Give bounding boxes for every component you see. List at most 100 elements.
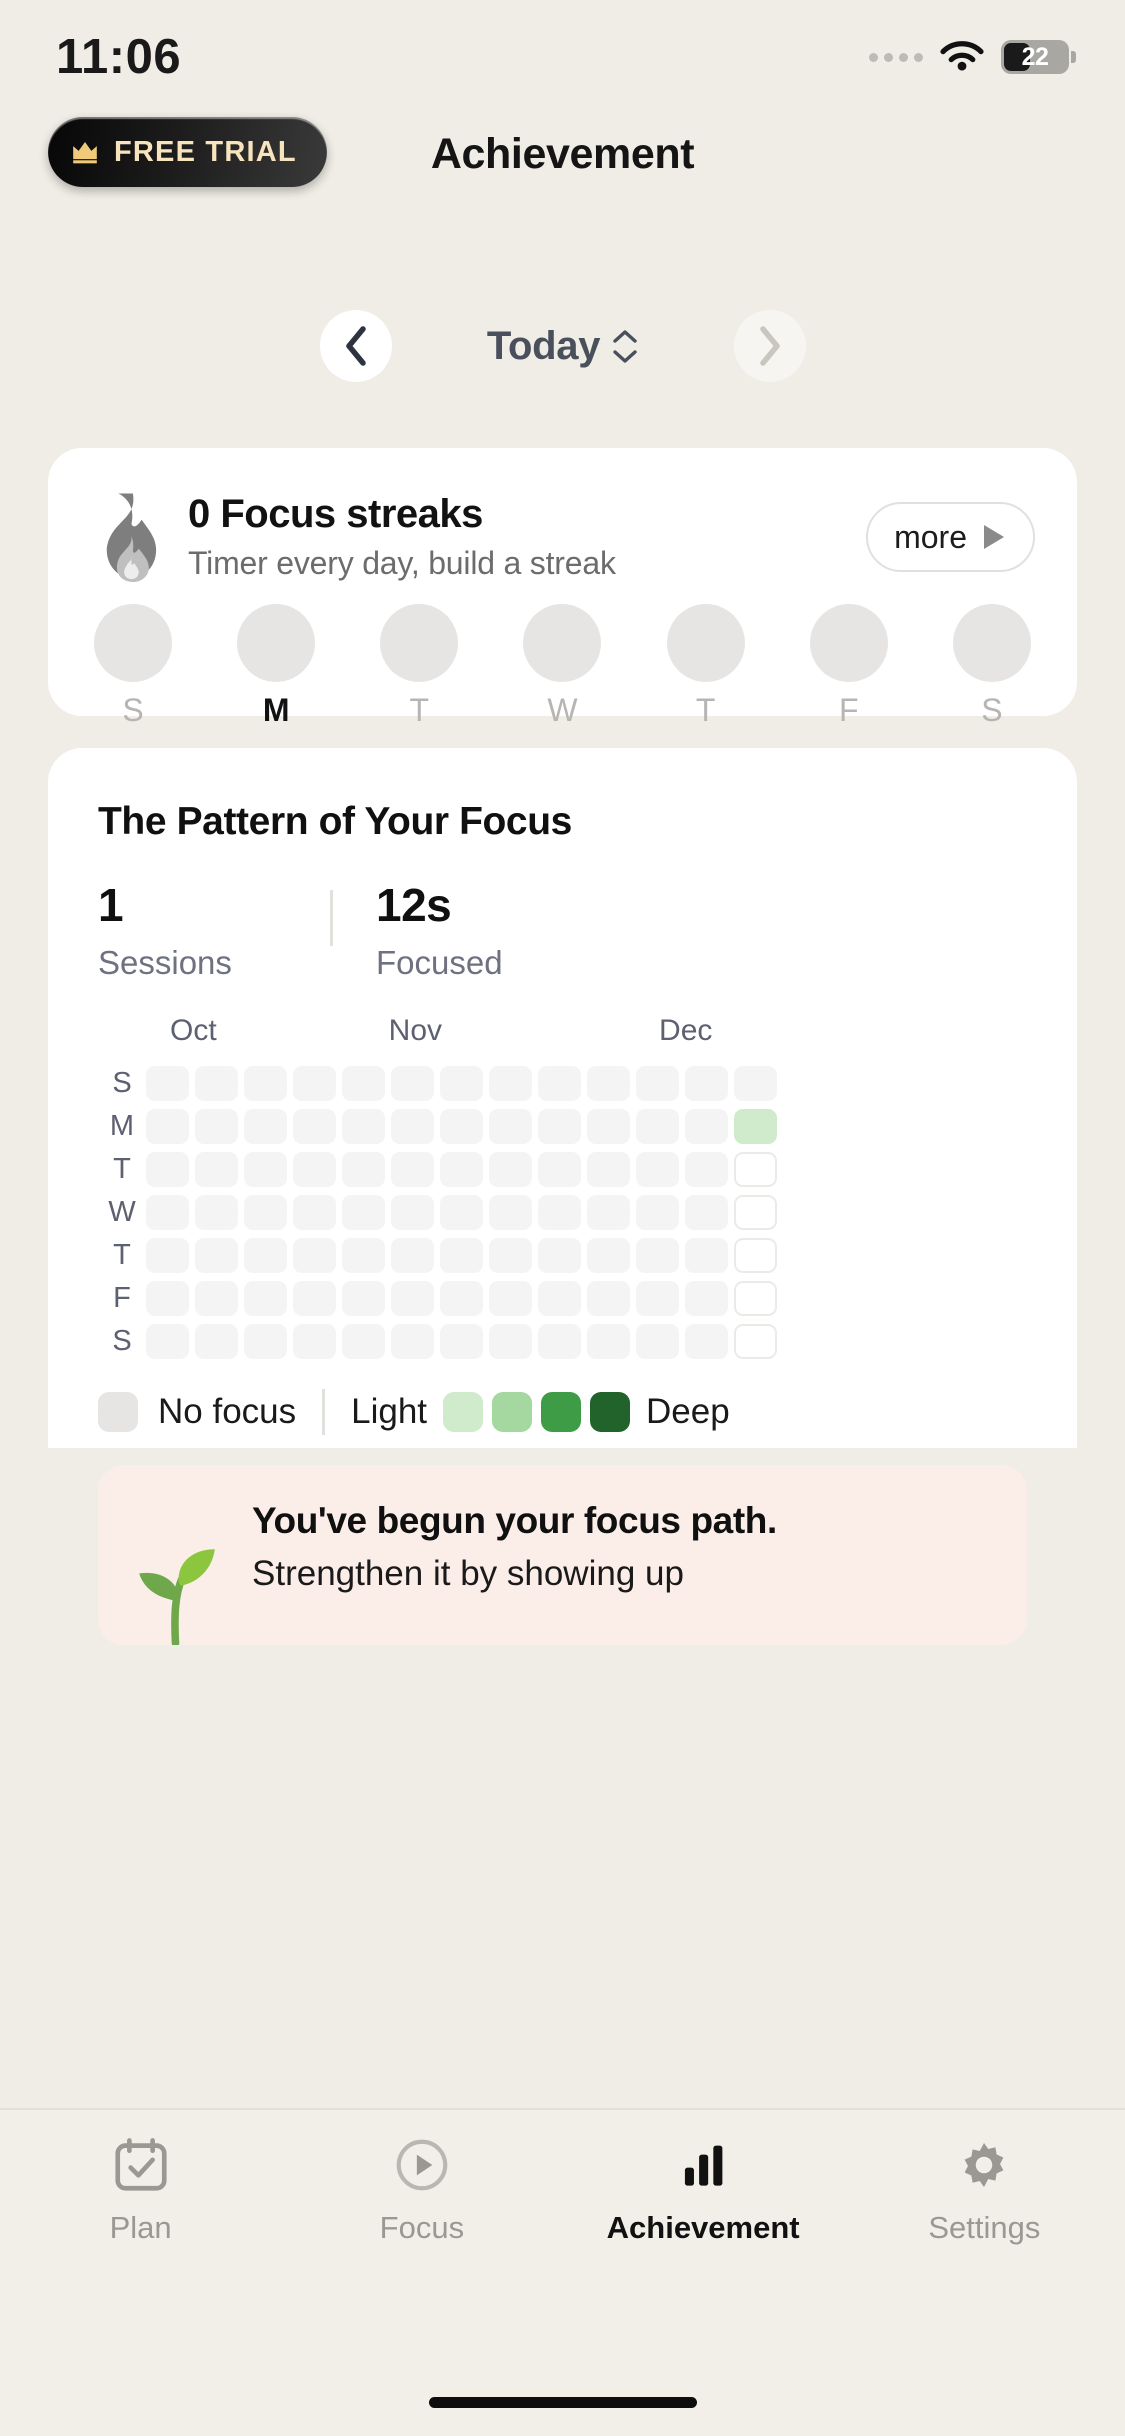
heatmap-cell[interactable] <box>244 1324 287 1359</box>
heatmap-cell[interactable] <box>636 1195 679 1230</box>
heatmap-cell[interactable] <box>636 1281 679 1316</box>
tab-focus[interactable]: Focus <box>281 2134 562 2310</box>
heatmap-cell[interactable] <box>538 1152 581 1187</box>
heatmap-cell[interactable] <box>685 1238 728 1273</box>
heatmap-cell[interactable] <box>587 1195 630 1230</box>
heatmap-cell[interactable] <box>587 1238 630 1273</box>
heatmap-cell[interactable] <box>146 1066 189 1101</box>
heatmap-cell[interactable] <box>734 1109 777 1144</box>
prev-day-button[interactable] <box>319 310 392 382</box>
heatmap-cell[interactable] <box>342 1195 385 1230</box>
heatmap-cell[interactable] <box>195 1238 238 1273</box>
heatmap-cell[interactable] <box>685 1152 728 1187</box>
heatmap-cell[interactable] <box>391 1152 434 1187</box>
heatmap-cell[interactable] <box>146 1195 189 1230</box>
heatmap-cell[interactable] <box>440 1238 483 1273</box>
heatmap-cell[interactable] <box>538 1324 581 1359</box>
heatmap-cell[interactable] <box>146 1238 189 1273</box>
heatmap-cell[interactable] <box>244 1238 287 1273</box>
heatmap-cell[interactable] <box>489 1109 532 1144</box>
heatmap-cell[interactable] <box>391 1281 434 1316</box>
heatmap-cell[interactable] <box>146 1152 189 1187</box>
heatmap-cell[interactable] <box>734 1195 777 1230</box>
heatmap-cell[interactable] <box>342 1324 385 1359</box>
heatmap-cell[interactable] <box>685 1109 728 1144</box>
heatmap-cell[interactable] <box>734 1324 777 1359</box>
heatmap-cell[interactable] <box>489 1324 532 1359</box>
heatmap-cell[interactable] <box>244 1066 287 1101</box>
streak-day-0[interactable]: S <box>90 604 176 729</box>
heatmap-cell[interactable] <box>636 1238 679 1273</box>
heatmap-cell[interactable] <box>636 1324 679 1359</box>
heatmap-cell[interactable] <box>538 1195 581 1230</box>
heatmap-cell[interactable] <box>293 1238 336 1273</box>
heatmap-cell[interactable] <box>146 1324 189 1359</box>
heatmap-cell[interactable] <box>293 1152 336 1187</box>
heatmap-cell[interactable] <box>293 1066 336 1101</box>
tab-plan[interactable]: Plan <box>0 2134 281 2310</box>
heatmap-cell[interactable] <box>685 1324 728 1359</box>
heatmap-cell[interactable] <box>587 1066 630 1101</box>
heatmap-cell[interactable] <box>489 1281 532 1316</box>
heatmap-cell[interactable] <box>489 1152 532 1187</box>
heatmap-cell[interactable] <box>685 1195 728 1230</box>
heatmap-cell[interactable] <box>440 1066 483 1101</box>
heatmap-cell[interactable] <box>489 1195 532 1230</box>
heatmap-cell[interactable] <box>244 1281 287 1316</box>
heatmap-cell[interactable] <box>391 1109 434 1144</box>
heatmap-cell[interactable] <box>195 1109 238 1144</box>
heatmap-cell[interactable] <box>342 1066 385 1101</box>
streak-day-3[interactable]: W <box>519 604 605 729</box>
heatmap-cell[interactable] <box>342 1238 385 1273</box>
streak-day-6[interactable]: S <box>949 604 1035 729</box>
heatmap-cell[interactable] <box>146 1281 189 1316</box>
heatmap-cell[interactable] <box>391 1238 434 1273</box>
heatmap-cell[interactable] <box>538 1281 581 1316</box>
heatmap-cell[interactable] <box>734 1281 777 1316</box>
heatmap-cell[interactable] <box>195 1281 238 1316</box>
heatmap-cell[interactable] <box>391 1324 434 1359</box>
heatmap-cell[interactable] <box>440 1195 483 1230</box>
next-day-button[interactable] <box>733 310 806 382</box>
heatmap-cell[interactable] <box>587 1281 630 1316</box>
heatmap-cell[interactable] <box>636 1152 679 1187</box>
heatmap-cell[interactable] <box>195 1324 238 1359</box>
heatmap-cell[interactable] <box>293 1109 336 1144</box>
heatmap-cell[interactable] <box>195 1152 238 1187</box>
heatmap-cell[interactable] <box>489 1238 532 1273</box>
heatmap-cell[interactable] <box>440 1324 483 1359</box>
heatmap-cell[interactable] <box>293 1195 336 1230</box>
heatmap-cell[interactable] <box>636 1109 679 1144</box>
tab-settings[interactable]: Settings <box>844 2134 1125 2310</box>
heatmap-cell[interactable] <box>244 1152 287 1187</box>
heatmap-cell[interactable] <box>734 1066 777 1101</box>
heatmap-cell[interactable] <box>685 1281 728 1316</box>
heatmap-cell[interactable] <box>734 1152 777 1187</box>
heatmap-cell[interactable] <box>489 1066 532 1101</box>
heatmap-cell[interactable] <box>342 1109 385 1144</box>
heatmap-cell[interactable] <box>538 1238 581 1273</box>
heatmap-cell[interactable] <box>440 1109 483 1144</box>
date-selector[interactable]: Today <box>392 324 734 369</box>
streak-day-1[interactable]: M <box>233 604 319 729</box>
heatmap-cell[interactable] <box>440 1281 483 1316</box>
heatmap-cell[interactable] <box>538 1109 581 1144</box>
heatmap-cell[interactable] <box>636 1066 679 1101</box>
heatmap-cell[interactable] <box>685 1066 728 1101</box>
heatmap-cell[interactable] <box>587 1152 630 1187</box>
heatmap-cell[interactable] <box>440 1152 483 1187</box>
heatmap-cell[interactable] <box>342 1152 385 1187</box>
heatmap-cell[interactable] <box>293 1324 336 1359</box>
heatmap-cell[interactable] <box>293 1281 336 1316</box>
heatmap-cell[interactable] <box>244 1195 287 1230</box>
heatmap-cell[interactable] <box>538 1066 581 1101</box>
streak-day-4[interactable]: T <box>663 604 749 729</box>
heatmap-cell[interactable] <box>734 1238 777 1273</box>
heatmap-cell[interactable] <box>587 1109 630 1144</box>
heatmap-cell[interactable] <box>342 1281 385 1316</box>
heatmap-cell[interactable] <box>587 1324 630 1359</box>
heatmap-cell[interactable] <box>195 1066 238 1101</box>
more-button[interactable]: more <box>866 502 1035 572</box>
heatmap-cell[interactable] <box>195 1195 238 1230</box>
